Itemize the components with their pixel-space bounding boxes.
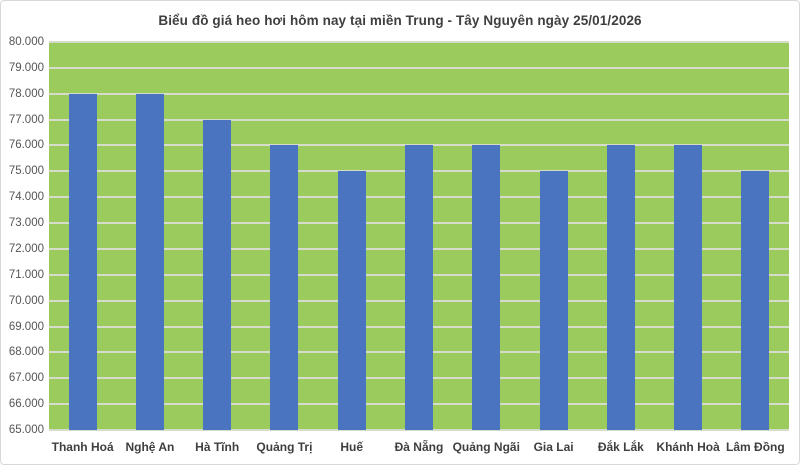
bar-8 <box>539 171 568 430</box>
bar-2 <box>135 93 164 430</box>
y-tick-label: 73.000 <box>8 217 44 230</box>
gridline <box>49 41 789 43</box>
y-tick-label: 80.000 <box>8 36 44 48</box>
y-tick-label: 77.000 <box>8 113 44 126</box>
y-tick-label: 72.000 <box>8 242 44 255</box>
gridline <box>49 118 789 121</box>
bar-3 <box>203 119 232 430</box>
gridline <box>49 92 789 95</box>
x-category-label: Gia Lai <box>533 440 574 454</box>
y-axis-labels: 65.000 66.000 67.000 68.000 69.000 70.000 71.0… <box>1 36 44 436</box>
x-axis-labels: Thanh Hoá Nghệ An Hà Tĩnh Quảng Trị Huế Đà Nẵ… <box>49 434 789 460</box>
x-category-label: Đắk Lắk <box>597 440 644 454</box>
y-tick-label: 67.000 <box>8 372 44 385</box>
y-tick-label: 78.000 <box>8 87 44 100</box>
gridline <box>49 429 789 431</box>
y-tick-label: 71.000 <box>8 268 44 281</box>
x-category-label: Nghệ An <box>125 440 175 454</box>
y-tick-label: 74.000 <box>8 191 44 204</box>
bar-6 <box>405 145 433 430</box>
x-category-label: Hà Tĩnh <box>195 440 240 454</box>
x-category-label: Quảng Ngãi <box>452 440 520 454</box>
y-tick-label: 66.000 <box>8 398 44 411</box>
x-category-label: Thanh Hoá <box>51 440 114 454</box>
bar-1 <box>68 93 97 430</box>
x-category-label: Đà Nẵng <box>394 440 444 454</box>
plot-area <box>49 41 789 431</box>
y-tick-label: 65.000 <box>8 424 44 436</box>
gridline <box>49 144 789 147</box>
x-category-label: Lâm Đồng <box>726 440 785 454</box>
chart-title: Biểu đồ giá heo hơi hôm nay tại miền Tru… <box>158 13 642 28</box>
y-tick-label: 69.000 <box>8 320 44 333</box>
bar-7 <box>472 145 501 430</box>
x-category-label: Huế <box>340 440 364 454</box>
bar-5 <box>337 171 366 430</box>
bar-4 <box>270 145 299 430</box>
y-tick-label: 70.000 <box>8 294 44 307</box>
bar-9 <box>606 145 635 430</box>
bar-11 <box>741 171 770 430</box>
x-category-label: Quảng Trị <box>256 440 313 454</box>
y-tick-label: 75.000 <box>8 165 44 178</box>
bar-10 <box>674 145 703 430</box>
y-tick-label: 79.000 <box>8 61 44 74</box>
y-tick-label: 68.000 <box>8 346 44 359</box>
y-tick-label: 76.000 <box>8 139 44 152</box>
gridline <box>49 66 789 69</box>
x-category-label: Khánh Hoà <box>656 440 720 454</box>
